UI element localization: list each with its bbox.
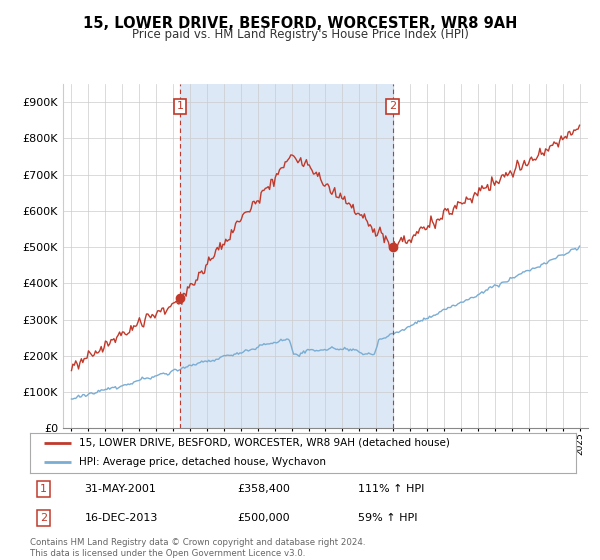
Text: 1: 1 [40, 484, 47, 494]
Text: 15, LOWER DRIVE, BESFORD, WORCESTER, WR8 9AH: 15, LOWER DRIVE, BESFORD, WORCESTER, WR8… [83, 16, 517, 31]
Text: 2: 2 [389, 101, 396, 111]
Text: Price paid vs. HM Land Registry's House Price Index (HPI): Price paid vs. HM Land Registry's House … [131, 28, 469, 41]
Text: Contains HM Land Registry data © Crown copyright and database right 2024.: Contains HM Land Registry data © Crown c… [30, 538, 365, 547]
Text: HPI: Average price, detached house, Wychavon: HPI: Average price, detached house, Wych… [79, 457, 326, 467]
Text: £358,400: £358,400 [238, 484, 290, 494]
Text: 59% ↑ HPI: 59% ↑ HPI [358, 513, 417, 523]
Bar [180, 84, 392, 428]
Text: £500,000: £500,000 [238, 513, 290, 523]
Text: 31-MAY-2001: 31-MAY-2001 [85, 484, 157, 494]
Text: 2: 2 [40, 513, 47, 523]
Text: This data is licensed under the Open Government Licence v3.0.: This data is licensed under the Open Gov… [30, 549, 305, 558]
Text: 15, LOWER DRIVE, BESFORD, WORCESTER, WR8 9AH (detached house): 15, LOWER DRIVE, BESFORD, WORCESTER, WR8… [79, 438, 450, 448]
Text: 16-DEC-2013: 16-DEC-2013 [85, 513, 158, 523]
Text: 1: 1 [176, 101, 184, 111]
Text: 111% ↑ HPI: 111% ↑ HPI [358, 484, 424, 494]
